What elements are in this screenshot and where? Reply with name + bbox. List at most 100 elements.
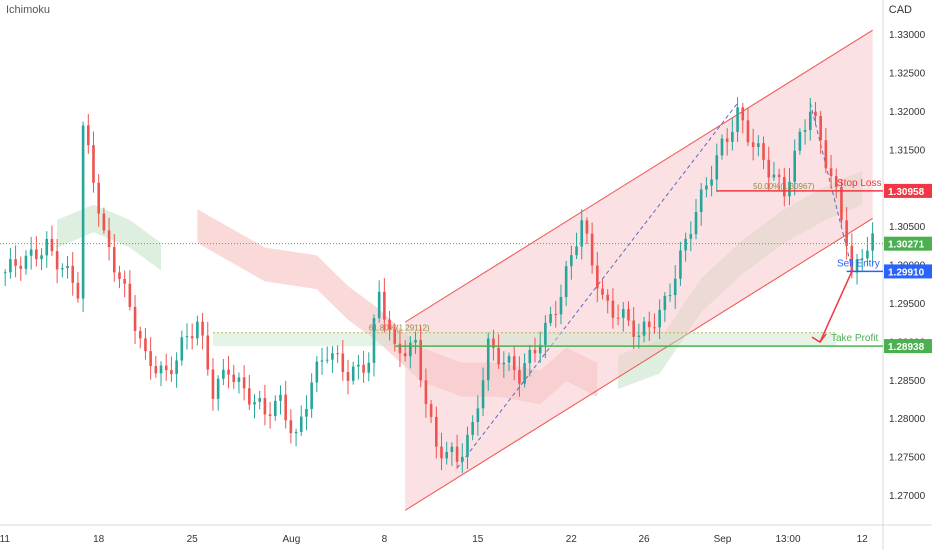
candle-body (814, 111, 817, 117)
candle-body (855, 259, 859, 273)
candle-body (715, 155, 719, 180)
candle-body (834, 176, 838, 188)
candle-body (440, 446, 443, 459)
stop-loss-text: Stop Loss (837, 178, 881, 189)
candle-body (559, 296, 563, 315)
candle-body (9, 259, 12, 273)
candle-body (299, 416, 303, 432)
candle-body (372, 318, 376, 363)
candle-body (248, 388, 251, 405)
candle-body (289, 420, 293, 434)
candle-body (564, 266, 568, 297)
sell-entry-value: 1.29910 (888, 267, 925, 278)
candle-body (647, 321, 651, 328)
candle-body (336, 353, 339, 355)
candle-body (97, 182, 100, 214)
candle-body (253, 401, 256, 405)
sell-entry-box (884, 264, 932, 279)
candle-body (138, 330, 142, 339)
candle-body (123, 278, 126, 284)
candle-body (377, 291, 381, 319)
take-profit-value: 1.28938 (888, 342, 925, 353)
channel-upper-line (404, 29, 873, 323)
stop-loss-box (884, 183, 932, 198)
last-price-value: 1.30271 (888, 240, 925, 251)
candle-body (190, 336, 194, 339)
candle-body (185, 336, 189, 338)
price-tick-label: 1.31500 (889, 145, 926, 156)
candle-body (845, 220, 848, 246)
candle-body (866, 250, 869, 259)
candle-body (45, 238, 49, 256)
candle-body (850, 245, 854, 273)
candle-body (466, 434, 469, 457)
candle-body (294, 431, 298, 434)
last-price-box (884, 236, 932, 251)
candle-body (767, 159, 771, 178)
candle-body (87, 125, 90, 146)
candle-body (227, 369, 230, 375)
candle-body (50, 238, 54, 252)
candle-body (725, 138, 729, 142)
time-tick-label: Aug (282, 534, 300, 545)
candle-body (606, 294, 610, 301)
candle-body (533, 349, 537, 354)
candle-body (273, 400, 277, 417)
target-arrow-shaft (819, 271, 853, 343)
time-tick-label: 22 (566, 534, 578, 545)
candle-body (409, 342, 412, 357)
candle-body (684, 238, 687, 251)
candle-body (66, 265, 69, 269)
target-arrow-head (811, 333, 827, 344)
candle-body (393, 329, 397, 344)
candle-body (154, 366, 158, 374)
candle-body (601, 288, 604, 295)
candle-body (757, 143, 760, 148)
candle-body (237, 377, 241, 383)
price-tick-label: 1.28500 (889, 376, 926, 387)
candle-body (570, 255, 573, 267)
time-tick-label: Sep (714, 534, 732, 545)
candle-body (35, 249, 38, 260)
candle-body (362, 364, 365, 373)
candle-body (133, 306, 137, 331)
candle-body (279, 394, 282, 401)
candle-body (694, 212, 698, 235)
candle-body (871, 233, 874, 251)
candle-body (331, 353, 334, 360)
candle-body (258, 398, 262, 402)
candle-body (689, 234, 693, 239)
candle-body (783, 177, 786, 197)
candle-body (196, 321, 199, 339)
stop-loss-value: 1.30958 (888, 187, 925, 198)
candle-body (860, 258, 864, 260)
candle-body (19, 265, 23, 269)
candle-body (705, 185, 708, 190)
candle-body (351, 366, 355, 381)
candle-body (211, 369, 215, 399)
candle-body (222, 369, 225, 379)
candle-body (590, 233, 594, 266)
candle-body (435, 416, 438, 447)
price-tick-label: 1.32000 (889, 107, 926, 118)
candle-body (793, 150, 796, 182)
candle-body (128, 283, 132, 307)
candle-body (92, 145, 95, 183)
channel-lower-line (404, 217, 873, 511)
time-tick-label: 15 (472, 534, 484, 545)
candle-body (29, 249, 33, 256)
candle-body (632, 320, 635, 337)
candle-body (414, 339, 417, 343)
candle-body (81, 125, 85, 299)
candle-body (206, 335, 210, 370)
candle-body (315, 361, 319, 383)
candle-body (357, 364, 360, 367)
candle-body (320, 360, 324, 362)
candle-body (346, 372, 350, 381)
candle-body (144, 338, 147, 352)
candle-body (471, 421, 474, 435)
candle-body (102, 213, 106, 231)
candle-body (284, 394, 287, 421)
candle-body (611, 300, 615, 318)
